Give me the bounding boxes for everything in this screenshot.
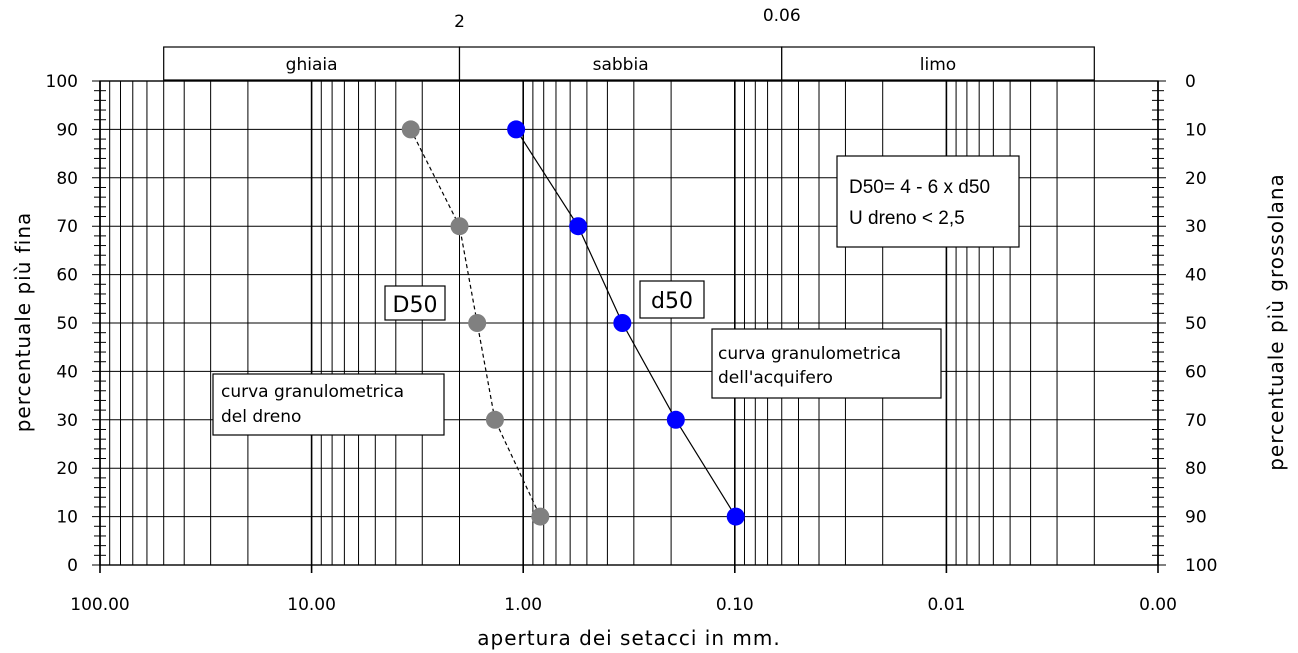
y-tick-label-left: 60 <box>56 266 78 286</box>
x-axis-title: apertura dei setacci in mm. <box>477 626 780 650</box>
boundary-label: 2 <box>454 12 465 32</box>
annotation-text-criteria: U dreno < 2,5 <box>849 208 965 229</box>
x-tick-label: 0.10 <box>716 595 754 615</box>
annotations-group: curva granulometrica del dreno curva granu… <box>212 155 1020 436</box>
y-tick-label-left: 40 <box>56 362 78 382</box>
boundary-label: 0.06 <box>763 6 801 26</box>
y-axis-title-right: percentuale più grossolana <box>1264 173 1288 471</box>
data-point-drain <box>531 507 550 526</box>
annotation-text-drain: curva granulometrica <box>221 382 404 402</box>
y-tick-label-right: 70 <box>1185 411 1207 431</box>
data-point-aquifer <box>666 410 685 429</box>
x-tick-label: 0.00 <box>1139 595 1177 615</box>
series-group <box>401 120 745 526</box>
y-tick-label-left: 50 <box>56 314 78 334</box>
y-tick-label-right: 20 <box>1185 169 1207 189</box>
y-tick-label-right: 40 <box>1185 266 1207 286</box>
annotation-box-criteria <box>836 155 1020 248</box>
y-tick-label-right: 90 <box>1185 508 1207 528</box>
band-box-ghiaia <box>163 46 461 81</box>
data-point-aquifer <box>569 217 588 236</box>
x-tick-label: 1.00 <box>504 595 542 615</box>
annotation-box-drain <box>212 373 445 436</box>
annotation-text-drain: del dreno <box>221 407 301 427</box>
band-label-ghiaia: ghiaia <box>286 55 338 75</box>
soil-class-bands: ghiaia sabbia limo <box>163 46 1095 81</box>
y-tick-labels-left: 0 10 20 30 40 50 60 70 80 90 100 <box>46 72 78 576</box>
y-tick-label-left: 90 <box>56 120 78 140</box>
x-tick-label: 0.01 <box>927 595 965 615</box>
data-point-drain <box>468 314 487 332</box>
y-tick-label-right: 80 <box>1185 459 1207 479</box>
y-tick-label-left: 100 <box>46 72 78 92</box>
annotation-box-D50 <box>384 285 446 321</box>
side-minor-ticks <box>94 90 1164 556</box>
band-box-limo <box>781 46 1095 81</box>
y-tick-label-left: 70 <box>56 217 78 237</box>
y-tick-label-left: 10 <box>56 508 78 528</box>
y-tick-label-right: 100 <box>1185 556 1217 576</box>
data-point-drain <box>401 120 420 139</box>
x-tick-labels: 100.00 10.00 1.00 0.10 0.01 0.00 <box>70 595 1177 615</box>
x-tick-label: 100.00 <box>70 595 129 615</box>
annotation-text-D50: D50 <box>393 293 438 318</box>
y-tick-label-left: 30 <box>56 411 78 431</box>
y-tick-label-right: 0 <box>1185 72 1196 92</box>
annotation-text-aquifer: curva granulometrica <box>718 344 901 364</box>
y-tick-label-right: 30 <box>1185 217 1207 237</box>
annotation-box-aquifer <box>711 328 942 399</box>
band-boundary-labels: 2 0.06 <box>454 6 801 32</box>
data-point-aquifer <box>613 314 632 332</box>
plot-border <box>99 80 1159 566</box>
band-label-sabbia: sabbia <box>593 55 649 75</box>
data-point-drain <box>450 217 469 236</box>
data-point-drain <box>485 410 504 429</box>
band-label-limo: limo <box>920 55 956 75</box>
y-tick-label-left: 20 <box>56 459 78 479</box>
annotation-text-criteria: D50= 4 - 6 x d50 <box>849 177 990 198</box>
annotation-text-aquifer: dell'acquifero <box>718 368 833 388</box>
y-tick-label-right: 60 <box>1185 362 1207 382</box>
y-axis-title-left: percentuale più fina <box>11 212 35 433</box>
x-tick-label: 10.00 <box>287 595 336 615</box>
annotation-box-d50 <box>639 280 705 319</box>
y-tick-label-left: 80 <box>56 169 78 189</box>
data-point-aquifer <box>726 507 745 526</box>
y-tick-label-right: 50 <box>1185 314 1207 334</box>
data-point-aquifer <box>507 120 526 139</box>
y-tick-label-left: 0 <box>67 556 78 576</box>
annotation-text-d50: d50 <box>651 289 693 314</box>
plot-frame <box>99 80 1159 566</box>
y-tick-label-right: 10 <box>1185 120 1207 140</box>
